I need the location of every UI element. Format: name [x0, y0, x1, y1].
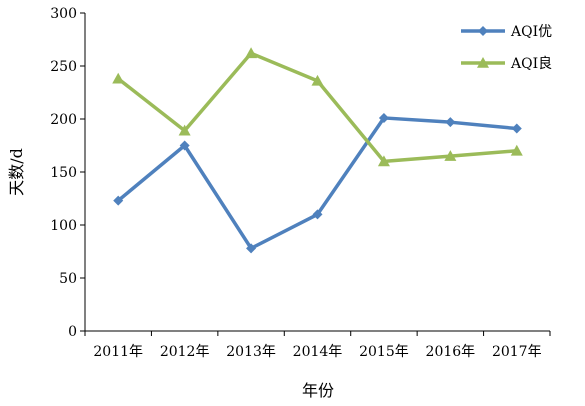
legend: AQI优 AQI良: [461, 24, 552, 72]
y-tick-label: 300: [50, 6, 77, 22]
legend-label: AQI良: [510, 56, 552, 72]
legend-label: AQI优: [510, 24, 552, 40]
x-tick-label: 2017年: [492, 344, 542, 360]
y-axis-title: 天数/d: [7, 148, 26, 196]
data-point: [511, 123, 522, 134]
series-aqi-good: [112, 47, 523, 167]
data-point: [444, 150, 457, 161]
data-point: [113, 195, 124, 206]
data-point: [178, 124, 191, 136]
legend-item: AQI优: [461, 24, 552, 40]
data-point: [312, 209, 323, 220]
data-point: [378, 112, 389, 123]
y-tick-label: 200: [50, 112, 77, 128]
y-ticks: 0 50 100 150 200 250 300: [50, 6, 85, 340]
legend-item: AQI良: [461, 56, 552, 72]
y-tick-label: 250: [50, 59, 77, 75]
x-tick-label: 2015年: [359, 344, 409, 360]
data-point: [246, 243, 257, 254]
data-point: [311, 74, 324, 86]
x-tick-label: 2014年: [293, 344, 343, 360]
data-point: [179, 140, 190, 151]
data-point: [245, 47, 258, 59]
series-aqi-excellent: [113, 112, 522, 254]
x-tick-label: 2013年: [226, 344, 276, 360]
x-ticks: 2011年 2012年 2013年 2014年 2015年 2016年 2017年: [84, 331, 551, 360]
data-point: [377, 155, 390, 167]
data-point: [510, 144, 523, 156]
legend-marker: [477, 57, 489, 68]
y-tick-label: 0: [68, 324, 77, 340]
x-tick-label: 2012年: [160, 344, 210, 360]
series-layer: [112, 47, 523, 254]
y-tick-label: 50: [59, 271, 77, 287]
legend-marker: [478, 26, 488, 36]
x-axis-title: 年份: [302, 381, 334, 400]
y-tick-label: 150: [50, 165, 77, 181]
series-line: [117, 51, 517, 164]
data-point: [112, 72, 125, 84]
x-tick-label: 2011年: [93, 344, 143, 360]
x-tick-label: 2016年: [426, 344, 476, 360]
series-line: [117, 116, 517, 251]
data-point: [445, 117, 456, 128]
y-tick-label: 100: [50, 218, 77, 234]
